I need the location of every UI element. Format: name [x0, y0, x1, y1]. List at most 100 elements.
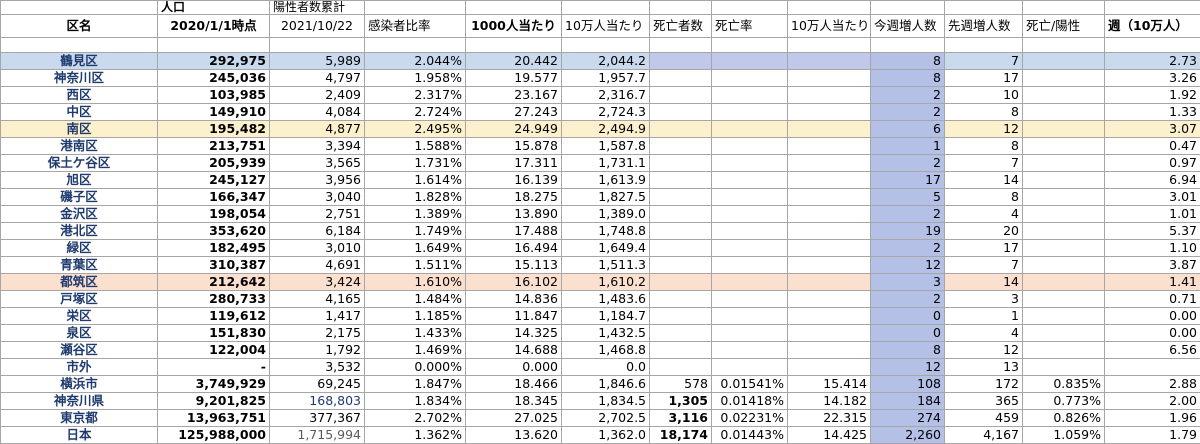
cell-population: 280,733 [158, 291, 270, 308]
cell-deaths [650, 172, 712, 189]
cell-per-1000: 15.878 [466, 138, 562, 155]
cell-death-positive-ratio [1023, 223, 1105, 240]
cell-per-1000: 14.325 [466, 325, 562, 342]
cell-infection-rate: 1.389% [365, 206, 466, 223]
cell-death-per-100k: 14.182 [788, 393, 871, 410]
cell-this-week-increase: 274 [871, 410, 945, 427]
cell-death-positive-ratio [1023, 121, 1105, 138]
cell-per-100k: 1,511.3 [562, 257, 650, 274]
cell-death-rate [712, 138, 788, 155]
cell-death-positive-ratio [1023, 274, 1105, 291]
cell-deaths [650, 223, 712, 240]
cell-death-per-100k [788, 274, 871, 291]
cell-death-per-100k [788, 172, 871, 189]
col-header-per-100k: 10万人当たり [562, 15, 650, 38]
cell-last-week-increase: 1 [945, 308, 1023, 325]
cell-week-per-100k: 1.79 [1105, 427, 1200, 444]
cell-last-week-increase: 172 [945, 376, 1023, 393]
cell-death-rate [712, 53, 788, 70]
cell-ward-name: 保土ケ谷区 [1, 155, 158, 172]
cell-positive-total: 4,084 [270, 104, 365, 121]
cell-death-positive-ratio [1023, 172, 1105, 189]
cell-ward-name: 旭区 [1, 172, 158, 189]
cell-ward-name: 鶴見区 [1, 53, 158, 70]
cell-death-per-100k [788, 206, 871, 223]
cell-deaths [650, 104, 712, 121]
cell-infection-rate: 1.484% [365, 291, 466, 308]
cell-per-100k: 1,468.8 [562, 342, 650, 359]
cell-last-week-increase: 17 [945, 70, 1023, 87]
cell-deaths [650, 189, 712, 206]
cell-death-per-100k: 22.315 [788, 410, 871, 427]
cell-infection-rate: 1.847% [365, 376, 466, 393]
cell-per-1000: 16.102 [466, 274, 562, 291]
cell-population: 166,347 [158, 189, 270, 206]
col-header-week-100k: 週（10万人） [1105, 15, 1200, 38]
cell-this-week-increase: 108 [871, 376, 945, 393]
cell-per-1000: 17.488 [466, 223, 562, 240]
cell-last-week-increase: 4 [945, 325, 1023, 342]
cell-deaths: 1,305 [650, 393, 712, 410]
cell-death-positive-ratio: 1.059% [1023, 427, 1105, 444]
cell-population: 125,988,000 [158, 427, 270, 444]
cell-per-1000: 18.466 [466, 376, 562, 393]
cell-infection-rate: 2.044% [365, 53, 466, 70]
cell-per-1000: 24.949 [466, 121, 562, 138]
cell-positive-total: 168,803 [270, 393, 365, 410]
cell-per-100k: 1,748.8 [562, 223, 650, 240]
cell-death-per-100k: 15.414 [788, 376, 871, 393]
cell-per-100k: 2,724.3 [562, 104, 650, 121]
cell-death-positive-ratio [1023, 359, 1105, 376]
cell-infection-rate: 1.731% [365, 155, 466, 172]
cell-last-week-increase: 3 [945, 291, 1023, 308]
cell-positive-total: 69,245 [270, 376, 365, 393]
col-header-positive-date: 2021/10/22 [270, 15, 365, 38]
cell-ward-name: 緑区 [1, 240, 158, 257]
cell-this-week-increase: 0 [871, 308, 945, 325]
cell-positive-total: 2,751 [270, 206, 365, 223]
cell-death-rate [712, 206, 788, 223]
cell-per-1000: 27.243 [466, 104, 562, 121]
cell-week-per-100k: 0.71 [1105, 291, 1200, 308]
cell-week-per-100k: 3.87 [1105, 257, 1200, 274]
cell-infection-rate: 1.610% [365, 274, 466, 291]
cell-ward-name: 南区 [1, 121, 158, 138]
cell-this-week-increase: 17 [871, 172, 945, 189]
cell-per-1000: 14.836 [466, 291, 562, 308]
cell-infection-rate: 2.702% [365, 410, 466, 427]
cell-infection-rate: 1.185% [365, 308, 466, 325]
cell-per-1000: 18.275 [466, 189, 562, 206]
col-header-death-positive: 死亡/陽性 [1023, 15, 1105, 38]
cell-week-per-100k: 3.26 [1105, 70, 1200, 87]
cell-per-100k: 1,731.1 [562, 155, 650, 172]
col-header-this-week: 今週増人数 [871, 15, 945, 38]
cell-death-rate [712, 308, 788, 325]
cell-death-per-100k [788, 223, 871, 240]
cell-death-positive-ratio [1023, 70, 1105, 87]
cell-per-100k: 2,702.5 [562, 410, 650, 427]
cell-week-per-100k: 2.88 [1105, 376, 1200, 393]
cell-population: 353,620 [158, 223, 270, 240]
cell-per-100k: 1,432.5 [562, 325, 650, 342]
cell-per-1000: 11.847 [466, 308, 562, 325]
cell-week-per-100k: 6.56 [1105, 342, 1200, 359]
cell-death-per-100k [788, 121, 871, 138]
cell-week-per-100k: 2.00 [1105, 393, 1200, 410]
cell-death-rate [712, 70, 788, 87]
cell-per-100k: 0.0 [562, 359, 650, 376]
cell-infection-rate: 1.614% [365, 172, 466, 189]
cell-population: - [158, 359, 270, 376]
cell-per-1000: 14.688 [466, 342, 562, 359]
cell-this-week-increase: 2 [871, 87, 945, 104]
cell-infection-rate: 1.588% [365, 138, 466, 155]
cell-week-per-100k: 3.01 [1105, 189, 1200, 206]
cell-death-rate [712, 342, 788, 359]
cell-per-100k: 1,834.5 [562, 393, 650, 410]
col-header-last-week: 先週増人数 [945, 15, 1023, 38]
